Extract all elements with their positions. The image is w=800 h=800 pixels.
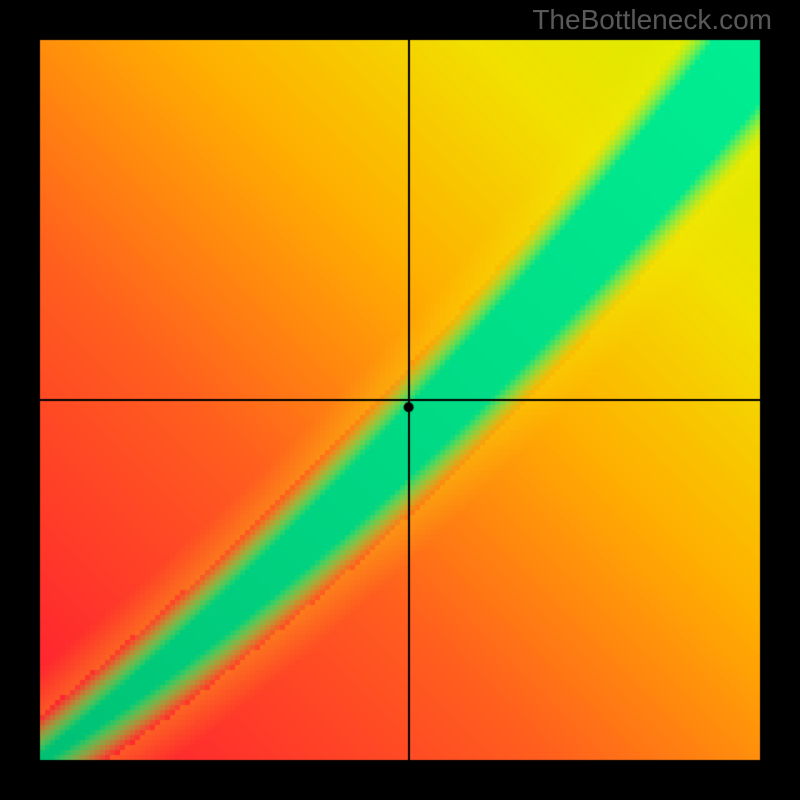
bottleneck-heatmap-canvas xyxy=(0,0,800,800)
chart-stage: TheBottleneck.com xyxy=(0,0,800,800)
watermark-text: TheBottleneck.com xyxy=(532,4,772,36)
